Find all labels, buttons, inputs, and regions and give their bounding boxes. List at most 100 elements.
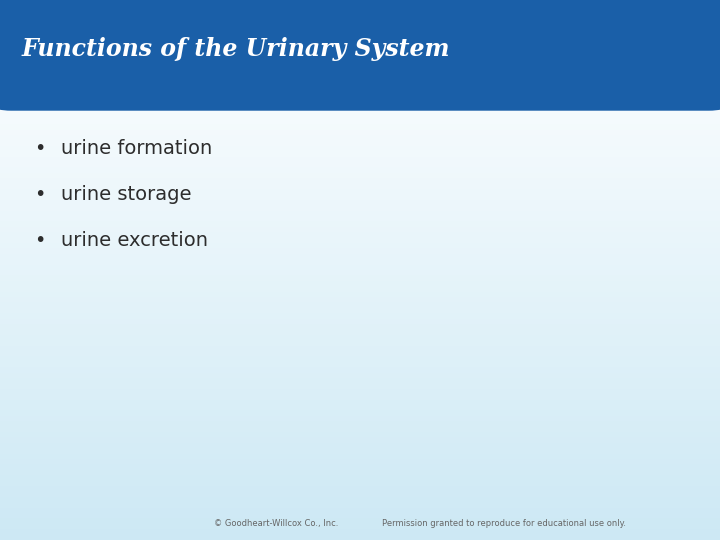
Bar [0,275,720,281]
Bar [0,43,720,49]
Bar [0,432,720,437]
Bar [0,497,720,502]
Bar [0,32,720,38]
Bar [0,27,720,32]
Bar [0,49,720,54]
Bar [0,459,720,464]
Bar [0,0,720,5]
Bar [0,524,720,529]
Bar [0,65,720,70]
Bar [0,86,720,92]
Bar [0,308,720,313]
Bar [0,184,720,189]
Bar [0,529,720,535]
Bar [0,254,720,259]
Text: © Goodheart-Willcox Co., Inc.: © Goodheart-Willcox Co., Inc. [214,519,338,528]
Bar [0,313,720,319]
Text: •: • [34,231,45,250]
Bar [0,70,720,76]
Bar [0,0,720,39]
Bar [0,491,720,497]
Bar [0,400,720,405]
Bar [0,211,720,216]
Bar [0,475,720,481]
Bar [0,194,720,200]
Bar [0,151,720,157]
Bar [0,157,720,162]
Bar [0,173,720,178]
Bar [0,373,720,378]
Bar [0,200,720,205]
Bar [0,389,720,394]
Text: urine formation: urine formation [61,139,212,158]
Bar [0,319,720,324]
Bar [0,140,720,146]
Bar [0,178,720,184]
Bar [0,464,720,470]
Text: urine storage: urine storage [61,185,192,204]
Bar [0,448,720,454]
Bar [0,167,720,173]
Bar [0,5,720,11]
Bar [0,216,720,221]
Bar [0,146,720,151]
Text: Permission granted to reproduce for educational use only.: Permission granted to reproduce for educ… [382,519,626,528]
Bar [0,11,720,16]
Bar [0,103,720,108]
Bar [0,119,720,124]
Bar [0,421,720,427]
Bar [0,340,720,346]
Bar [0,22,720,27]
Bar [0,362,720,367]
Bar [0,38,720,43]
Bar [0,427,720,432]
Bar [0,81,720,86]
Bar [0,270,720,275]
Bar [0,518,720,524]
Bar [0,410,720,416]
Bar [0,265,720,270]
Bar [0,97,720,103]
Bar [0,394,720,400]
Bar [0,502,720,508]
Bar [0,124,720,130]
Bar [0,238,720,243]
Bar [0,324,720,329]
Bar [0,508,720,513]
Bar [0,76,720,81]
Bar [0,383,720,389]
Bar [0,405,720,410]
Bar [0,297,720,302]
Bar [0,329,720,335]
Bar [0,205,720,211]
Bar [0,346,720,351]
Bar [0,367,720,373]
Bar [0,189,720,194]
Bar [0,113,720,119]
Bar [0,135,720,140]
Text: •: • [34,185,45,204]
Bar [0,130,720,135]
Bar [0,470,720,475]
Bar [0,535,720,540]
Bar [0,59,720,65]
Bar [0,16,720,22]
Bar [0,513,720,518]
Bar [0,243,720,248]
Bar [0,281,720,286]
Text: •: • [34,139,45,158]
Bar [0,286,720,292]
Text: urine excretion: urine excretion [61,231,208,250]
Bar [0,481,720,486]
Text: Functions of the Urinary System: Functions of the Urinary System [22,37,450,60]
Bar [0,221,720,227]
Bar [0,108,720,113]
Bar [0,292,720,297]
Bar [0,356,720,362]
Bar [0,416,720,421]
Bar [0,454,720,459]
Bar [0,486,720,491]
Bar [0,162,720,167]
Bar [0,443,720,448]
Bar [0,378,720,383]
